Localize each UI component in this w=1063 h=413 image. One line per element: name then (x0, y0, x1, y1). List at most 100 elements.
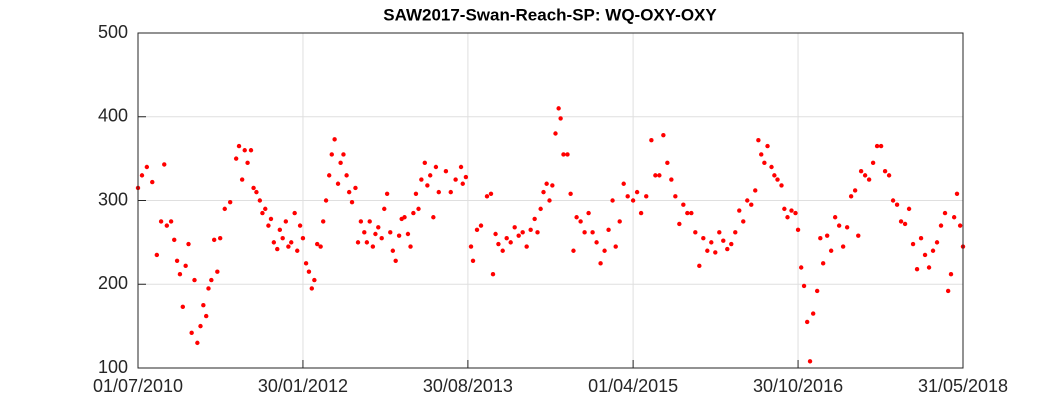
point (914, 266, 920, 272)
point (335, 181, 341, 186)
point (957, 223, 963, 228)
point (286, 244, 291, 249)
point (894, 202, 900, 207)
point (556, 106, 561, 111)
point (263, 206, 268, 212)
point (504, 235, 509, 241)
point (558, 116, 563, 121)
point (729, 241, 734, 247)
point (634, 189, 640, 195)
point (610, 198, 615, 203)
point (938, 223, 944, 228)
point (756, 138, 761, 143)
point (275, 246, 280, 252)
point (254, 189, 259, 195)
point (721, 238, 726, 243)
x-tick-label: 30/08/2013 (423, 376, 513, 396)
point (428, 173, 433, 178)
point (693, 230, 698, 235)
point (772, 173, 777, 178)
point (544, 181, 549, 186)
point (930, 248, 936, 253)
point (598, 261, 603, 266)
point (653, 173, 658, 178)
point (820, 261, 826, 266)
point (918, 235, 924, 241)
point (251, 185, 256, 191)
point (945, 288, 951, 294)
point (318, 244, 323, 249)
point (373, 231, 378, 237)
point (942, 210, 948, 216)
point (315, 241, 320, 247)
point (209, 277, 214, 283)
x-tick-label: 01/04/2015 (588, 376, 678, 396)
point (553, 131, 558, 136)
point (550, 183, 555, 188)
point (874, 143, 880, 149)
point (355, 240, 361, 245)
point (177, 272, 183, 277)
point (568, 191, 573, 196)
point (382, 206, 387, 212)
point (158, 219, 164, 224)
point (239, 177, 245, 182)
point (268, 216, 274, 222)
point (789, 208, 794, 213)
point (779, 183, 784, 188)
point (419, 177, 424, 182)
x-tick-label: 31/05/2018 (918, 376, 1008, 396)
point (621, 181, 626, 186)
point (500, 248, 505, 253)
x-tick-label: 01/07/2010 (93, 376, 183, 396)
point (594, 240, 599, 245)
point (198, 323, 203, 329)
y-tick-label: 100 (98, 357, 128, 377)
point (183, 263, 188, 269)
point (759, 152, 764, 157)
point (367, 219, 372, 224)
point (344, 173, 349, 178)
point (388, 230, 393, 235)
point (852, 188, 858, 193)
point (326, 173, 332, 178)
point (709, 240, 714, 245)
point (602, 248, 607, 253)
point (856, 233, 861, 238)
point (948, 272, 954, 277)
point (795, 227, 801, 233)
point (490, 272, 496, 277)
point (844, 225, 850, 230)
point (323, 198, 329, 203)
point (168, 219, 174, 224)
x-tick-label: 30/10/2016 (753, 376, 843, 396)
point (458, 164, 464, 170)
point (242, 148, 247, 153)
point (349, 199, 355, 205)
point (192, 277, 197, 283)
point (204, 313, 209, 319)
point (436, 189, 441, 195)
point (422, 160, 427, 166)
point (807, 359, 813, 364)
point (753, 188, 758, 193)
point (906, 206, 912, 212)
point (657, 173, 662, 178)
point (460, 181, 465, 186)
point (836, 223, 842, 228)
point (201, 302, 206, 308)
point (416, 206, 421, 212)
point (762, 160, 767, 166)
point (260, 210, 265, 216)
point (312, 277, 317, 283)
point (408, 244, 413, 249)
point (468, 244, 474, 249)
point (954, 191, 960, 196)
point (227, 199, 233, 205)
point (329, 152, 334, 157)
chart-title: SAW2017-Swan-Reach-SP: WQ-OXY-OXY (383, 5, 717, 24)
point (164, 223, 170, 228)
point (321, 219, 326, 224)
point (532, 216, 537, 222)
point (189, 330, 194, 336)
